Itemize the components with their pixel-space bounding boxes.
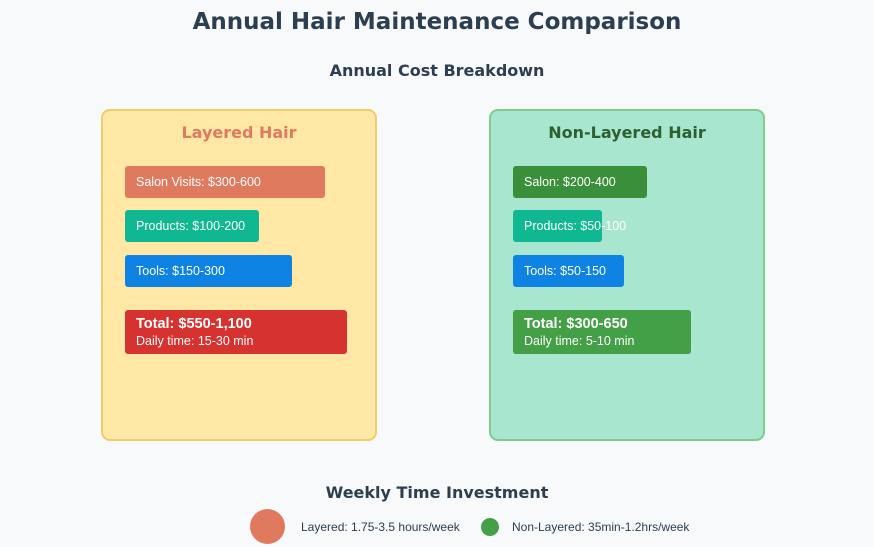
non-layered-total-box: Total: $300-650 Daily time: 5-10 min [513, 310, 691, 354]
layered-hair-heading: Layered Hair [181, 123, 297, 142]
layered-hair-card: Layered Hair Salon Visits: $300-600 Prod… [101, 109, 377, 441]
layered-time-circle [250, 509, 285, 544]
layered-salon-bar: Salon Visits: $300-600 [125, 166, 325, 198]
non-layered-daily-time: Daily time: 5-10 min [524, 334, 635, 348]
layered-total-box: Total: $550-1,100 Daily time: 15-30 min [125, 310, 347, 354]
non-layered-hair-card: Non-Layered Hair Salon: $200-400 Product… [489, 109, 765, 441]
layered-total: Total: $550-1,100 [136, 316, 252, 332]
non-layered-products-bar: Products: $50-100 [513, 210, 626, 242]
layered-daily-time: Daily time: 15-30 min [136, 334, 254, 348]
page-title: Annual Hair Maintenance Comparison [192, 9, 682, 35]
non-layered-time-circle [481, 518, 499, 536]
non-layered-hair-heading: Non-Layered Hair [548, 123, 706, 142]
layered-time-label: Layered: 1.75-3.5 hours/week [301, 520, 460, 534]
non-layered-time-label: Non-Layered: 35min-1.2hrs/week [512, 520, 690, 534]
layered-tools-bar: Tools: $150-300 [125, 255, 292, 287]
non-layered-salon-bar: Salon: $200-400 [513, 166, 647, 198]
layered-products-bar: Products: $100-200 [125, 210, 259, 242]
non-layered-tools-bar: Tools: $50-150 [513, 255, 624, 287]
non-layered-total: Total: $300-650 [524, 316, 628, 332]
section-title-weekly: Weekly Time Investment [325, 483, 549, 502]
section-title-cost: Annual Cost Breakdown [329, 61, 545, 80]
